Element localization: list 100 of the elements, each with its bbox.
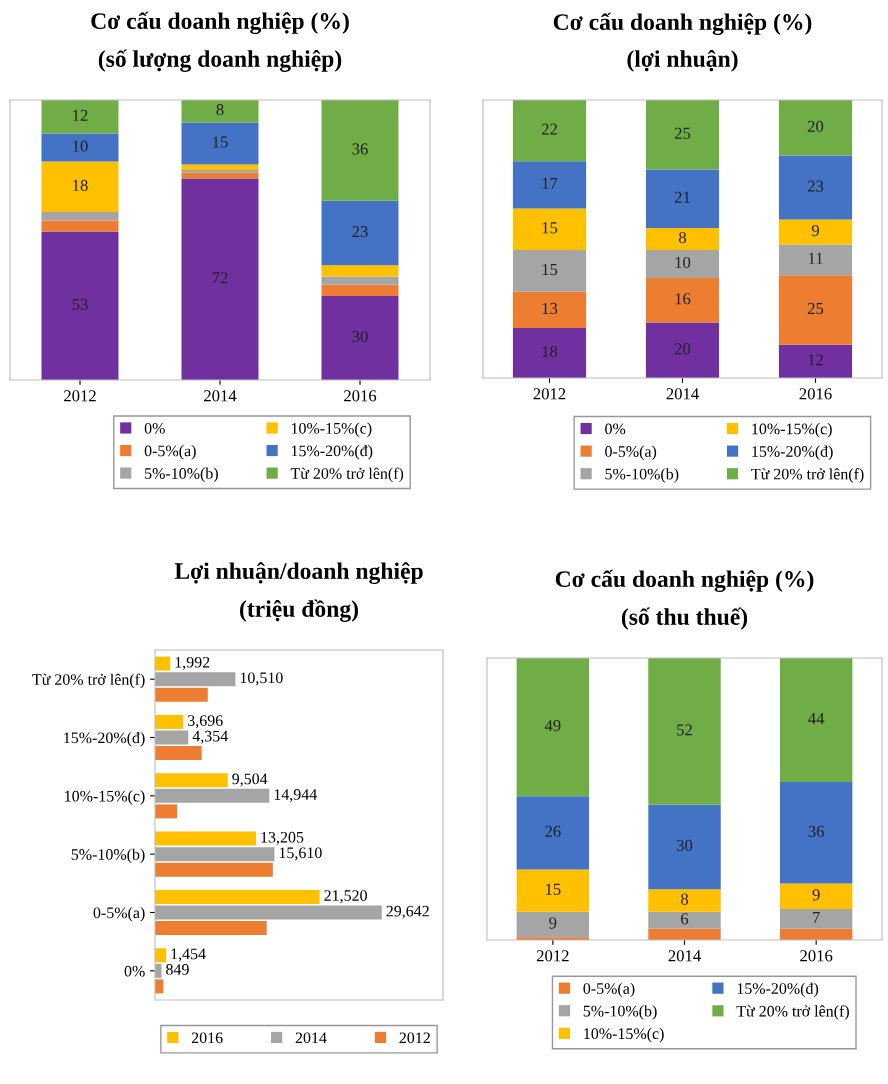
bar <box>41 161 119 212</box>
bar <box>778 344 853 378</box>
bar <box>516 869 590 912</box>
bar <box>321 284 399 296</box>
bar <box>181 170 259 173</box>
data-label: 36 <box>352 143 368 155</box>
x-tick-label: 2014 <box>668 950 701 962</box>
data-label: 8 <box>680 893 689 905</box>
data-label: 6 <box>681 913 689 925</box>
bar <box>321 296 399 380</box>
bar <box>512 327 587 378</box>
bar <box>645 277 720 323</box>
x-tick-label: 2014 <box>204 390 237 402</box>
y-tick-label: Từ 20% trở lên(f) <box>32 673 145 689</box>
bar <box>155 948 167 963</box>
data-label: 13,205 <box>261 831 304 845</box>
bar <box>779 908 853 929</box>
chart-subtitle: (số lượng doanh nghiệp) <box>98 49 342 72</box>
bar <box>41 231 119 380</box>
data-label: 7 <box>813 911 820 923</box>
data-label: 15 <box>542 222 558 234</box>
bar <box>155 672 236 687</box>
bar <box>512 291 587 328</box>
data-label: 49 <box>544 720 561 732</box>
data-label: 30 <box>676 839 693 852</box>
data-label: 22 <box>541 123 557 135</box>
data-label: 52 <box>677 724 692 736</box>
legend-label: 2014 <box>295 1032 327 1044</box>
legend-label: Từ 20% trở lên(f) <box>751 468 864 483</box>
data-label: 10,510 <box>240 672 283 686</box>
bar <box>41 220 119 232</box>
chart-title: Cơ cấu doanh nghiệp (%) <box>555 569 814 593</box>
bar <box>155 746 202 761</box>
data-label: 9,504 <box>232 773 268 787</box>
bar <box>778 219 853 245</box>
bar <box>155 730 189 745</box>
data-label: 17 <box>542 177 558 189</box>
bar <box>516 911 590 938</box>
data-label: 9 <box>811 225 819 237</box>
data-label: 849 <box>166 964 189 975</box>
bar <box>778 275 853 345</box>
data-label: 23 <box>352 225 368 238</box>
x-tick-label: 2016 <box>799 388 832 400</box>
legend-label: 15%-20%(đ) <box>291 445 373 460</box>
data-label: 9 <box>549 917 557 929</box>
bar <box>155 847 275 862</box>
data-label: 12 <box>73 109 88 121</box>
data-label: 44 <box>808 713 825 725</box>
bar <box>321 265 399 277</box>
chart-subtitle: (lợi nhuận) <box>627 50 738 72</box>
chart-subtitle: (triệu đồng) <box>240 599 358 622</box>
bar <box>512 208 587 251</box>
legend-label: 15%-20%(đ) <box>752 445 833 461</box>
bar <box>41 133 119 162</box>
data-label: 15 <box>545 883 561 895</box>
bar <box>516 658 590 797</box>
bar <box>155 773 228 788</box>
chart-title: Cơ cấu doanh nghiệp (%) <box>553 12 812 36</box>
data-label: 1,454 <box>171 948 206 962</box>
bar <box>155 921 267 936</box>
bar <box>778 155 853 220</box>
bar <box>155 862 273 877</box>
bar <box>155 905 382 920</box>
legend-label: 5%-10%(b) <box>605 468 679 483</box>
x-tick-label: 2012 <box>536 950 569 962</box>
data-label: 16 <box>675 293 691 305</box>
bar <box>155 788 270 803</box>
legend-label: Từ 20% trở lên(f) <box>736 1005 849 1020</box>
bar <box>181 100 259 123</box>
data-label: 11 <box>808 252 823 264</box>
bar <box>181 164 259 170</box>
data-label: 72 <box>212 272 228 284</box>
legend-label: 0-5%(a) <box>605 445 657 461</box>
bar <box>648 889 721 912</box>
bar <box>155 831 257 846</box>
x-tick-label: 2012 <box>64 390 96 402</box>
legend-label: 10%-15%(c) <box>584 1027 664 1043</box>
bar <box>516 796 590 870</box>
data-label: 10 <box>73 140 88 152</box>
data-label: 26 <box>545 825 561 838</box>
bar <box>779 782 853 884</box>
data-label: 1,992 <box>175 656 210 670</box>
data-label: 9 <box>812 889 820 901</box>
legend-label: 0-5%(a) <box>583 982 635 998</box>
x-tick-label: 2016 <box>800 950 833 962</box>
data-label: 3,696 <box>188 715 223 729</box>
bar <box>779 658 853 783</box>
bar <box>648 911 721 929</box>
y-tick-label: 5%-10%(b) <box>71 848 145 864</box>
legend-label: Từ 20% trở lên(f) <box>290 467 404 483</box>
bar <box>155 889 320 904</box>
bar <box>779 883 853 909</box>
data-label: 29,642 <box>386 905 429 919</box>
legend-label: 0% <box>605 423 626 435</box>
data-label: 25 <box>807 302 824 315</box>
legend-label: 2016 <box>191 1032 223 1044</box>
x-tick-label: 2014 <box>666 388 699 400</box>
data-label: 25 <box>674 127 691 139</box>
bar <box>181 122 259 165</box>
legend-label: 0% <box>144 422 165 434</box>
